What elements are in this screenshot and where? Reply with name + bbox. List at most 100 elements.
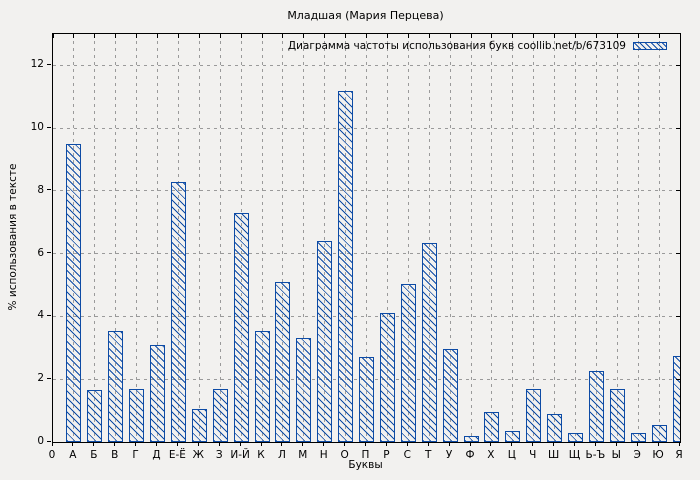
plot-area: Диаграмма частоты использования букв coo… bbox=[52, 33, 681, 443]
gridline-vertical bbox=[428, 34, 430, 442]
tick-mark bbox=[449, 34, 451, 38]
y-tick-label-0: 0 bbox=[37, 435, 44, 447]
tick-mark bbox=[658, 34, 660, 38]
tick-mark bbox=[676, 190, 680, 192]
bar-Д bbox=[150, 344, 165, 442]
gridline-vertical bbox=[449, 34, 451, 442]
gridline-vertical bbox=[219, 34, 221, 442]
bar-И-Й bbox=[233, 212, 249, 442]
tick-mark bbox=[240, 34, 242, 38]
tick-mark bbox=[386, 34, 388, 38]
tick-mark bbox=[157, 34, 158, 38]
gridline-vertical bbox=[616, 34, 618, 442]
gridline-vertical bbox=[324, 34, 326, 442]
gridline-vertical bbox=[595, 34, 597, 442]
chart-title: Младшая (Мария Перцева) bbox=[287, 9, 444, 22]
tick-mark bbox=[177, 34, 179, 38]
bar-Х bbox=[484, 412, 500, 442]
gridline-vertical bbox=[115, 34, 117, 442]
tick-mark bbox=[554, 34, 556, 38]
tick-mark bbox=[47, 189, 51, 191]
gridline-vertical bbox=[533, 34, 535, 442]
y-tick-label-2: 2 bbox=[37, 372, 44, 385]
bar-Я bbox=[672, 355, 680, 442]
gridline-vertical bbox=[198, 34, 200, 442]
bar-Ы bbox=[609, 388, 625, 442]
tick-mark bbox=[198, 34, 200, 38]
tick-mark bbox=[136, 34, 138, 38]
bar-Ж bbox=[191, 409, 207, 442]
gridline-horizontal bbox=[53, 190, 680, 192]
gridline-horizontal bbox=[53, 315, 680, 317]
legend-swatch-icon bbox=[633, 42, 667, 50]
gridline-vertical bbox=[282, 34, 284, 442]
gridline-vertical bbox=[658, 34, 660, 442]
tick-mark bbox=[345, 34, 347, 38]
tick-mark bbox=[94, 34, 96, 38]
bar-Р bbox=[379, 313, 395, 442]
tick-mark bbox=[512, 34, 514, 38]
bar-Ф bbox=[463, 435, 479, 442]
gridline-vertical bbox=[491, 34, 493, 442]
bar-Т bbox=[421, 242, 437, 442]
tick-mark bbox=[637, 34, 639, 38]
tick-mark bbox=[470, 34, 472, 38]
bar-П bbox=[359, 357, 374, 442]
tick-mark bbox=[73, 34, 75, 38]
tick-mark bbox=[679, 34, 680, 38]
legend: Диаграмма частоты использования букв coo… bbox=[288, 40, 667, 52]
bar-Э bbox=[630, 432, 646, 442]
bar-Ч bbox=[526, 388, 542, 442]
tick-mark bbox=[47, 63, 51, 65]
gridline-vertical bbox=[303, 34, 305, 442]
gridline-vertical bbox=[512, 34, 514, 442]
tick-mark bbox=[282, 34, 284, 38]
x-axis-label: Буквы bbox=[348, 459, 383, 471]
bar-Щ bbox=[568, 432, 583, 442]
gridline-vertical bbox=[94, 34, 96, 442]
gridline-vertical bbox=[366, 34, 367, 442]
tick-mark bbox=[261, 34, 263, 38]
tick-mark bbox=[676, 64, 680, 66]
bar-Л bbox=[275, 281, 291, 442]
bar-А bbox=[66, 143, 82, 442]
gridline-vertical bbox=[637, 34, 639, 442]
y-axis-label: % использования в тексте bbox=[7, 163, 19, 311]
tick-mark bbox=[616, 34, 618, 38]
tick-mark bbox=[324, 34, 326, 38]
tick-mark bbox=[676, 127, 680, 129]
bar-З bbox=[212, 388, 228, 442]
tick-mark bbox=[219, 34, 221, 38]
tick-mark bbox=[491, 34, 493, 38]
tick-mark bbox=[595, 34, 597, 38]
tick-mark bbox=[575, 34, 576, 38]
gridline-horizontal bbox=[53, 127, 680, 129]
bar-Ш bbox=[547, 413, 563, 442]
bar-С bbox=[400, 283, 416, 442]
tick-mark bbox=[407, 34, 409, 38]
gridline-vertical bbox=[261, 34, 263, 442]
tick-mark bbox=[47, 440, 51, 442]
bar-М bbox=[296, 338, 312, 442]
gridline-vertical bbox=[157, 34, 158, 442]
tick-mark bbox=[366, 34, 367, 38]
bar-У bbox=[442, 349, 458, 442]
tick-mark bbox=[676, 378, 680, 380]
tick-mark bbox=[676, 253, 680, 255]
gridline-vertical bbox=[470, 34, 472, 442]
tick-mark bbox=[676, 315, 680, 317]
bar-Ц bbox=[505, 431, 521, 442]
legend-label: Диаграмма частоты использования букв coo… bbox=[287, 40, 626, 52]
tick-mark bbox=[47, 252, 51, 254]
bar-Е-Ё bbox=[170, 181, 186, 442]
tick-mark bbox=[533, 34, 535, 38]
gridline-vertical bbox=[386, 34, 388, 442]
tick-mark bbox=[47, 126, 51, 128]
gridline-horizontal bbox=[53, 64, 680, 66]
tick-mark bbox=[115, 34, 117, 38]
tick-mark bbox=[303, 34, 305, 38]
gridline-vertical bbox=[407, 34, 409, 442]
bar-К bbox=[254, 330, 270, 442]
gridline-horizontal bbox=[53, 253, 680, 255]
tick-mark bbox=[47, 377, 51, 379]
